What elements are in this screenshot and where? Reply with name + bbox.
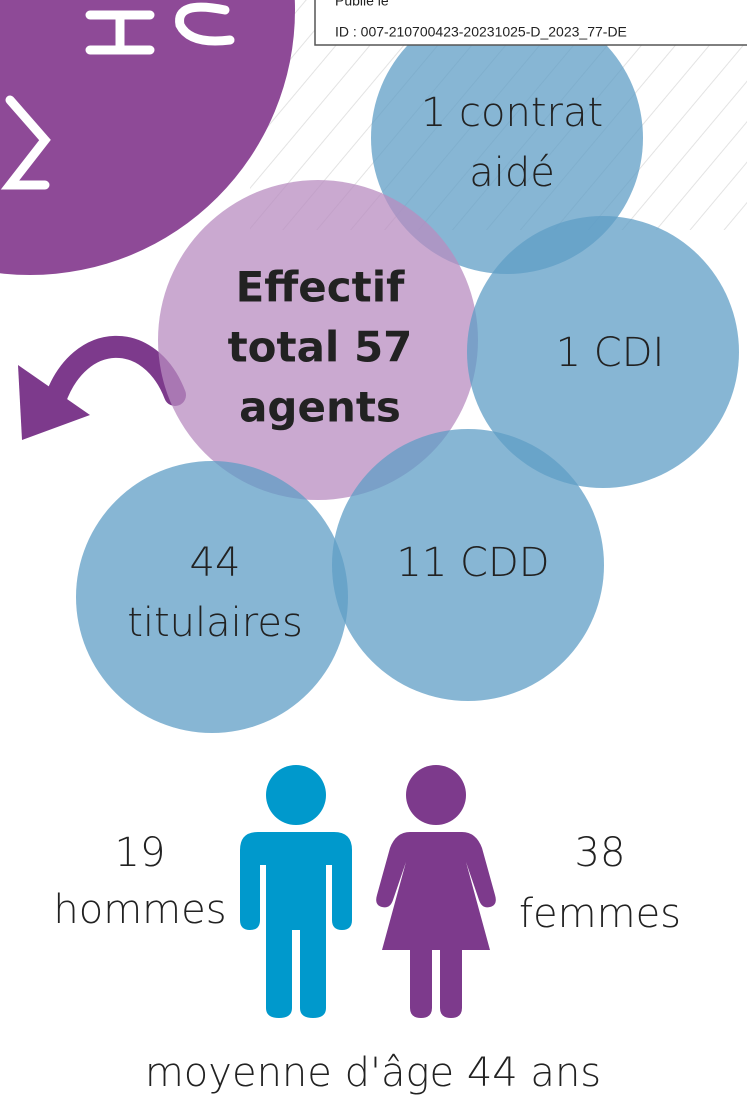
corner-disc bbox=[0, 0, 295, 275]
bubble-label: 1 contrat bbox=[421, 90, 603, 136]
arrow-head bbox=[18, 365, 90, 440]
bubble bbox=[76, 461, 348, 733]
women-label: femmes bbox=[519, 891, 681, 937]
bubble-label: Effectif bbox=[236, 263, 406, 312]
bubble-labels: 1 contrat aidé Effectif total 57 agents 1 CDI… bbox=[127, 90, 664, 646]
stamp-published: Publié le bbox=[335, 0, 389, 9]
bubble-circles bbox=[76, 2, 739, 733]
woman-icon bbox=[376, 765, 496, 1018]
average-age: moyenne d'âge 44 ans bbox=[145, 1050, 601, 1096]
stamp-box bbox=[314, 0, 747, 46]
bubble bbox=[371, 2, 643, 274]
stamp-id: ID : 007-210700423-20231025-D_2023_77-DE bbox=[335, 24, 627, 40]
arrow bbox=[44, 335, 186, 411]
bubble-label: 11 CDD bbox=[396, 540, 549, 586]
bubble bbox=[332, 429, 604, 701]
women-count: 38 bbox=[575, 830, 626, 876]
man-icon bbox=[240, 765, 352, 1018]
corner-letters bbox=[0, 2, 235, 190]
men-count: 19 bbox=[115, 830, 166, 876]
bubble-label: aidé bbox=[469, 150, 555, 196]
bubble-label: titulaires bbox=[127, 600, 303, 646]
bubble bbox=[158, 180, 478, 500]
bubble-label: total 57 bbox=[228, 323, 413, 372]
bubble bbox=[467, 216, 739, 488]
bubble-label: 44 bbox=[190, 540, 241, 586]
bubble-label: agents bbox=[239, 383, 401, 432]
bubble-label: 1 CDI bbox=[556, 330, 665, 376]
men-label: hommes bbox=[53, 887, 226, 933]
